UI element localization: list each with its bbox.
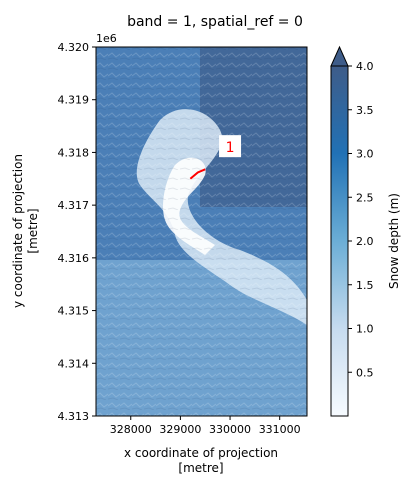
x-tick-label: 329000 (159, 423, 201, 436)
transect-path (189, 168, 206, 180)
colorbar-gradient (330, 65, 349, 417)
x-tick-label: 330000 (209, 423, 251, 436)
y-tick-label: 4.313 (58, 410, 90, 423)
colorbar-tick-label: 2.0 (356, 235, 374, 248)
y-tick-label: 4.320 (58, 41, 90, 54)
x-axis-label: x coordinate of projection [metre] (124, 446, 278, 475)
plot-area: 1 (96, 47, 307, 416)
y-tick-label: 4.318 (58, 146, 90, 159)
x-tick-label: 328000 (110, 423, 152, 436)
colorbar-tick-label: 2.5 (356, 191, 374, 204)
y-axis-label: y coordinate of projection[metre] (11, 154, 40, 308)
x-axis-label-line: [metre] (178, 461, 223, 475)
colorbar-ticks: 0.5 1.0 1.5 2.0 2.5 3.0 3.5 4.0 (348, 60, 374, 379)
colorbar-tick-label: 1.0 (356, 323, 374, 336)
y-axis-label-line: [metre] (26, 208, 40, 253)
colorbar-tick-label: 3.0 (356, 148, 374, 161)
y-tick-label: 4.316 (58, 252, 90, 265)
y-tick-label: 4.315 (58, 305, 90, 318)
colorbar: 0.5 1.0 1.5 2.0 2.5 3.0 3.5 4.0 Snow depth (m) (330, 45, 401, 417)
heatmap-texture (96, 47, 307, 416)
y-tick-label: 4.314 (58, 357, 90, 370)
colorbar-label: Snow depth (m) (387, 193, 401, 289)
transect-line (189, 168, 206, 180)
y-tick-label: 4.319 (58, 94, 90, 107)
annotations: 1 (219, 135, 242, 158)
colorbar-tick-label: 4.0 (356, 60, 374, 73)
colorbar-tick-label: 1.5 (356, 279, 374, 292)
y-axis-label-line: y coordinate of projection (11, 154, 25, 308)
y-axis-ticks: 4.313 4.314 4.315 4.316 4.317 4.318 4.319 4.320 (58, 41, 96, 423)
annotation-box (219, 135, 242, 158)
x-axis-label-line: x coordinate of projection (124, 446, 278, 460)
colorbar-tick-label: 3.5 (356, 104, 374, 117)
chart-title: band = 1, spatial_ref = 0 (127, 14, 303, 30)
y-offset-label: 1e6 (96, 32, 117, 45)
x-axis-ticks: 328000 329000 330000 331000 (110, 416, 301, 436)
plot-frame (95, 46, 308, 417)
y-tick-label: 4.317 (58, 199, 90, 212)
colorbar-tick-label: 0.5 (356, 366, 374, 379)
annotation-label: 1 (226, 140, 235, 156)
x-tick-label: 331000 (259, 423, 301, 436)
colorbar-extend-max (330, 45, 349, 67)
